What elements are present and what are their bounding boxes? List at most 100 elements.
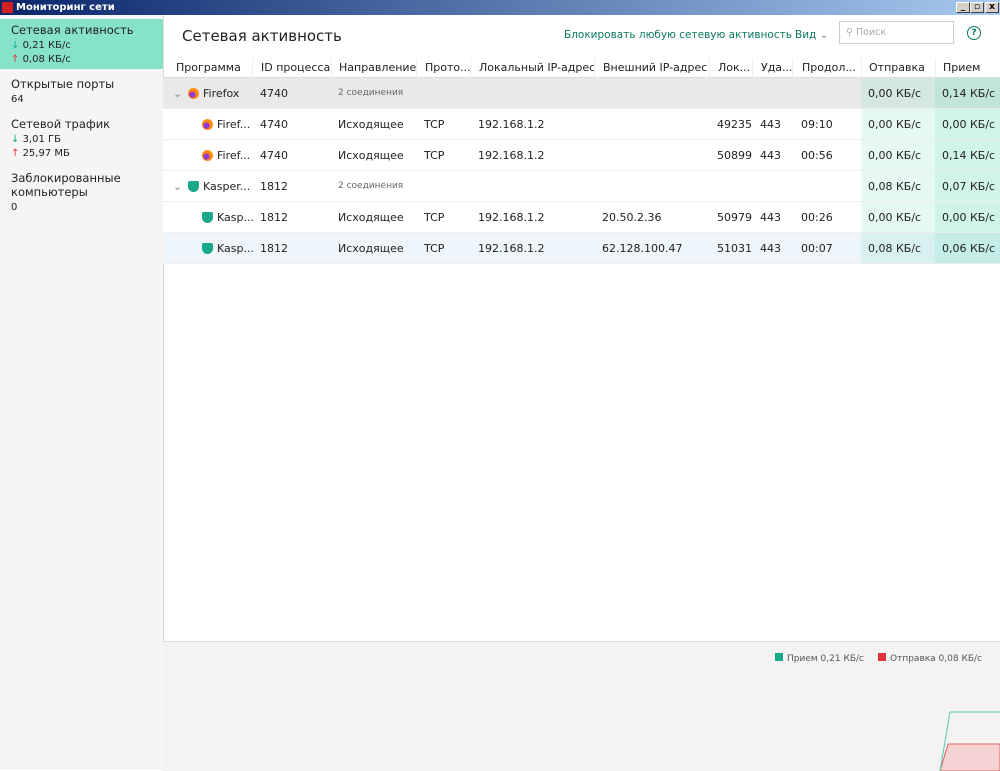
table-cell: 2 соединения (338, 181, 404, 191)
table-cell: 51031 (717, 242, 752, 255)
table-cell: 0,08 КБ/с (868, 180, 922, 193)
table-row[interactable]: ⌄ Firefox 4740 2 соединения 0,00 КБ/с 0,14 КБ… (163, 78, 1000, 109)
table-row[interactable]: Firef... 4740 Исходящее TCP 192.168.1.2 50899… (163, 140, 1000, 171)
value-text: 64 (11, 94, 24, 105)
title-bar: Мониторинг сети _ ▫ x (0, 0, 1000, 15)
legend-swatch (878, 653, 886, 661)
minimize-button[interactable]: _ (956, 2, 970, 13)
search-placeholder: Поиск (855, 27, 887, 38)
traffic-graph (939, 711, 1000, 771)
sidebar-item-label: Открытые порты (11, 77, 115, 91)
window-title: Мониторинг сети (16, 2, 115, 13)
app-icon (2, 2, 13, 13)
table-cell: 4740 (260, 149, 288, 162)
table-cell: 00:26 (801, 211, 833, 224)
arrow-icon: ↓ (11, 40, 23, 51)
column-header[interactable]: Программа (163, 58, 252, 78)
table-cell: 443 (760, 211, 781, 224)
expand-toggle[interactable]: ⌄ (173, 87, 183, 100)
column-header[interactable]: Внешний IP-адрес (594, 58, 709, 78)
recv-cell-bg (935, 233, 1000, 263)
table-cell: 0,06 КБ/с (942, 242, 996, 255)
column-header[interactable]: Продол... (792, 58, 861, 78)
arrow-icon: ↓ (11, 134, 23, 145)
table-cell: 0,14 КБ/с (942, 87, 996, 100)
table-cell: 443 (760, 242, 781, 255)
table-cell: 0,08 КБ/с (868, 242, 922, 255)
table-cell: 1812 (260, 211, 288, 224)
column-header[interactable]: Направление (331, 58, 416, 78)
table-row[interactable]: Kasp... 1812 Исходящее TCP 192.168.1.2 20.50.… (163, 202, 1000, 233)
table-cell: 192.168.1.2 (478, 211, 545, 224)
sidebar-item[interactable]: Сетевой трафик ↓ 3,01 ГБ ↑ 25,97 МБ (0, 113, 163, 163)
maximize-button[interactable]: ▫ (970, 2, 984, 13)
table-cell: 50979 (717, 211, 752, 224)
sidebar-item-label: Сетевая активность (11, 23, 134, 37)
view-menu[interactable]: Вид ⌄ (795, 29, 829, 41)
table-cell: Исходящее (338, 118, 404, 131)
column-header[interactable]: Лок... (709, 58, 752, 78)
recv-line (939, 711, 1000, 771)
legend-label: Прием 0,21 КБ/с (787, 654, 864, 664)
table-cell: TCP (424, 242, 445, 255)
search-box[interactable]: ⚲ Поиск (839, 21, 954, 44)
send-cell-bg (861, 78, 935, 108)
table-row[interactable]: ⌄ Kasper... 1812 2 соединения 0,08 КБ/с 0,07 … (163, 171, 1000, 202)
table-cell: 0,00 КБ/с (942, 118, 996, 131)
sidebar-item-label: Сетевой трафик (11, 117, 111, 131)
sidebar-item[interactable]: Заблокированные компьютеры 0 (0, 167, 163, 217)
view-label: Вид (795, 29, 817, 41)
legend-item: Прием 0,21 КБ/с (775, 653, 864, 664)
value-text: 0,21 КБ/с (22, 40, 71, 51)
help-button[interactable]: ? (967, 26, 981, 40)
column-header[interactable]: ID процесса (252, 58, 331, 78)
traffic-panel: Прием 0,21 КБ/с Отправка 0,08 КБ/с (163, 641, 1000, 771)
table-cell: 0,00 КБ/с (868, 149, 922, 162)
sidebar-item[interactable]: Открытые порты 64 (0, 73, 163, 109)
recv-cell-bg (935, 202, 1000, 232)
sidebar: Сетевая активность ↓ 0,21 КБ/с ↑ 0,08 КБ/с… (0, 15, 164, 770)
table-cell: 0,07 КБ/с (942, 180, 996, 193)
table-cell: Исходящее (338, 211, 404, 224)
send-cell-bg (861, 233, 935, 263)
table-cell: 1812 (260, 180, 288, 193)
table-cell: 192.168.1.2 (478, 118, 545, 131)
table-cell: 00:56 (801, 149, 833, 162)
table-cell: 443 (760, 118, 781, 131)
column-header[interactable]: Локальный IP-адрес (470, 58, 595, 78)
table-cell: Исходящее (338, 149, 404, 162)
sidebar-item-value: ↑ 0,08 КБ/с (11, 54, 152, 65)
table-cell: TCP (424, 211, 445, 224)
close-button[interactable]: x (985, 2, 999, 13)
table-row[interactable]: Kasp... 1812 Исходящее TCP 192.168.1.2 62.128… (163, 233, 1000, 264)
table-row[interactable]: Firef... 4740 Исходящее TCP 192.168.1.2 49235… (163, 109, 1000, 140)
table-cell: 50899 (717, 149, 752, 162)
column-header[interactable]: Отправка (861, 58, 935, 78)
recv-cell-bg (935, 140, 1000, 170)
arrow-icon: ↑ (11, 148, 23, 159)
legend-label: Отправка 0,08 КБ/с (890, 654, 982, 664)
table-cell: 0,00 КБ/с (868, 211, 922, 224)
block-all-link[interactable]: Блокировать любую сетевую активность (564, 29, 792, 41)
column-header[interactable]: Прото... (416, 58, 471, 78)
sidebar-item[interactable]: Сетевая активность ↓ 0,21 КБ/с ↑ 0,08 КБ/с (0, 19, 163, 69)
value-text: 25,97 МБ (22, 148, 70, 159)
firefox-icon (202, 150, 213, 161)
sidebar-item-value: 64 (11, 94, 152, 105)
table-cell: 0,00 КБ/с (942, 211, 996, 224)
value-text: 0,08 КБ/с (22, 54, 71, 65)
table-cell: TCP (424, 149, 445, 162)
table-cell: Firef... (217, 118, 251, 131)
sidebar-item-value: 0 (11, 202, 152, 213)
page-title: Сетевая активность (182, 27, 342, 45)
table-cell: Исходящее (338, 242, 404, 255)
legend: Прием 0,21 КБ/с Отправка 0,08 КБ/с (761, 651, 982, 664)
kaspersky-icon (202, 212, 213, 223)
kaspersky-icon (202, 243, 213, 254)
send-cell-bg (861, 140, 935, 170)
table-cell: Firefox (203, 87, 240, 100)
recv-cell-bg (935, 171, 1000, 201)
column-header[interactable]: Уда... (752, 58, 793, 78)
expand-toggle[interactable]: ⌄ (173, 180, 183, 193)
column-header[interactable]: Прием (935, 58, 1000, 78)
